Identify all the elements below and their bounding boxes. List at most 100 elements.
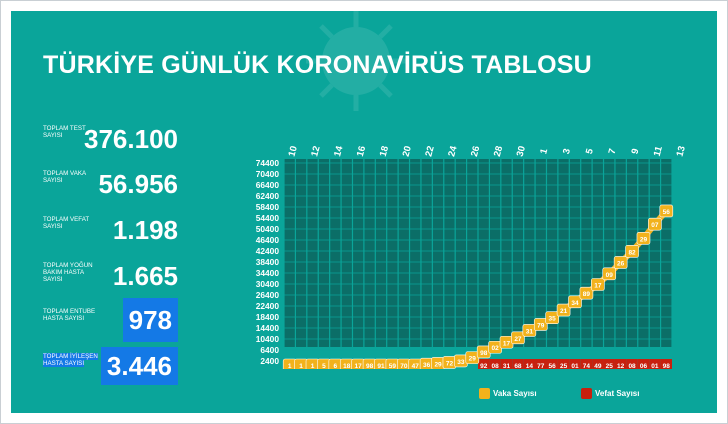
vaka-data-label: 79 [537, 322, 545, 329]
vaka-data-label: 56 [663, 209, 671, 216]
vefat-data-label: 56 [549, 363, 557, 369]
chart-grid [284, 159, 672, 362]
grid-column [592, 159, 603, 347]
x-tick-label: 9 [630, 147, 642, 155]
y-tick-label: 46400 [256, 235, 280, 245]
vefat-data-label: 49 [594, 363, 602, 369]
vefat-marker [535, 359, 547, 369]
legend-swatch-vaka [479, 388, 490, 400]
vefat-data-label: 06 [640, 363, 648, 369]
y-tick-label: 34400 [256, 268, 280, 278]
stat-entube-label: TOPLAM ENTUBE HASTA SAYISI [43, 308, 96, 322]
legend-label-vaka: Vaka Sayısı [493, 389, 537, 399]
grid-column [375, 159, 387, 347]
vaka-data-label: 47 [412, 363, 420, 369]
vaka-data-label: 6 [334, 363, 338, 369]
vaka-data-label: 27 [514, 336, 522, 343]
vaka-marker [636, 231, 651, 245]
vaka-data-label: 21 [560, 308, 568, 315]
x-tick-label: 16 [355, 145, 368, 158]
vefat-data-label: 68 [514, 363, 522, 369]
vaka-data-label: 29 [434, 361, 442, 368]
stat-vefat-label: TOPLAM VEFAT SAYISI [43, 216, 90, 230]
vaka-data-label: 36 [423, 362, 431, 369]
x-tick-label: 11 [652, 144, 665, 157]
grid-column [501, 159, 512, 347]
x-tick-label: 24 [446, 144, 460, 158]
vaka-marker [511, 331, 525, 345]
y-axis-tick-labels: 7440070400664006240058400544005040046400… [256, 158, 280, 366]
vefat-marker [500, 359, 513, 369]
vaka-marker [659, 204, 674, 218]
vefat-marker [592, 359, 604, 369]
vefat-series: 92 08 31 68 14 77 56 25 01 74 49 25 12 08 06 01 98 [478, 359, 672, 369]
vaka-marker [579, 286, 594, 300]
vefat-data-label: 25 [606, 363, 614, 369]
grid-column [421, 159, 432, 347]
grid-column [284, 159, 295, 347]
grid-column [341, 159, 352, 347]
grid-column [558, 159, 569, 347]
vefat-marker [569, 359, 581, 369]
vefat-marker [649, 359, 661, 369]
vaka-data-label: 29 [469, 356, 477, 363]
x-tick-label: 22 [423, 145, 436, 158]
vaka-data-label: 82 [628, 249, 636, 256]
vefat-data-label: 08 [628, 363, 636, 369]
vaka-data-label: 1 [299, 363, 303, 369]
vefat-marker [557, 359, 570, 369]
y-tick-label: 18400 [256, 312, 280, 322]
stat-iyilesen-label: TOPLAM İYİLEŞEN HASTA SAYISI [43, 353, 98, 367]
grid-column [364, 159, 375, 347]
grid-column [649, 159, 660, 347]
vefat-marker [546, 359, 558, 369]
vefat-data-label: 08 [492, 363, 500, 369]
vefat-data-label: 74 [583, 363, 591, 369]
vefat-marker [489, 359, 501, 369]
vaka-data-label: 17 [594, 283, 602, 290]
stat-vaka: TOPLAM VAKA SAYISI 56.956 [43, 168, 178, 202]
vaka-data-label: 98 [480, 350, 488, 357]
stat-yogun-bakim-value: 1.665 [112, 261, 178, 291]
vaka-data-label: 18 [343, 363, 351, 369]
grid-column [604, 159, 615, 347]
grid-column [661, 159, 672, 347]
grid-column [615, 159, 626, 347]
x-tick-label: 13 [674, 145, 687, 158]
legend-swatch-vefat [581, 388, 592, 400]
stat-yogun-bakim-label: TOPLAM YOĞUN BAKIM HASTA SAYISI [43, 262, 93, 283]
stat-entube: TOPLAM ENTUBE HASTA SAYISI 978 [43, 298, 178, 342]
y-tick-label: 30400 [256, 279, 280, 289]
y-tick-label: 66400 [256, 180, 280, 190]
vaka-data-label: 59 [389, 363, 397, 369]
vaka-data-label: 29 [640, 236, 648, 243]
grid-column [455, 159, 466, 347]
vefat-data-label: 01 [571, 363, 579, 369]
x-tick-label: 18 [378, 145, 391, 158]
y-tick-label: 2400 [260, 356, 279, 366]
grid-column [524, 159, 535, 347]
vefat-marker [523, 359, 536, 369]
vaka-series: 1 1 1 5 6 18 17 98 91 59 70 47 36 29 72 33 2998021727317… [282, 204, 674, 369]
vefat-marker [603, 359, 615, 369]
x-tick-label: 10 [286, 145, 299, 158]
grid-column [569, 159, 581, 347]
vaka-marker [648, 217, 662, 231]
vaka-data-label: 07 [651, 222, 659, 229]
grid-column [432, 159, 444, 347]
y-tick-label: 14400 [256, 323, 280, 333]
grid-column [410, 159, 421, 347]
vaka-data-label: 89 [583, 291, 591, 298]
x-tick-label: 30 [515, 145, 528, 158]
vaka-marker [568, 295, 582, 309]
grid-column [581, 159, 592, 347]
stat-vefat: TOPLAM VEFAT SAYISI 1.198 [43, 214, 178, 248]
vaka-data-label: 1 [311, 363, 315, 369]
grid-column [318, 159, 330, 347]
vaka-data-label: 02 [492, 345, 500, 352]
vaka-data-label: 31 [526, 328, 534, 335]
vaka-data-label: 26 [617, 260, 625, 267]
grid-column [387, 159, 398, 347]
y-tick-label: 58400 [256, 202, 280, 212]
